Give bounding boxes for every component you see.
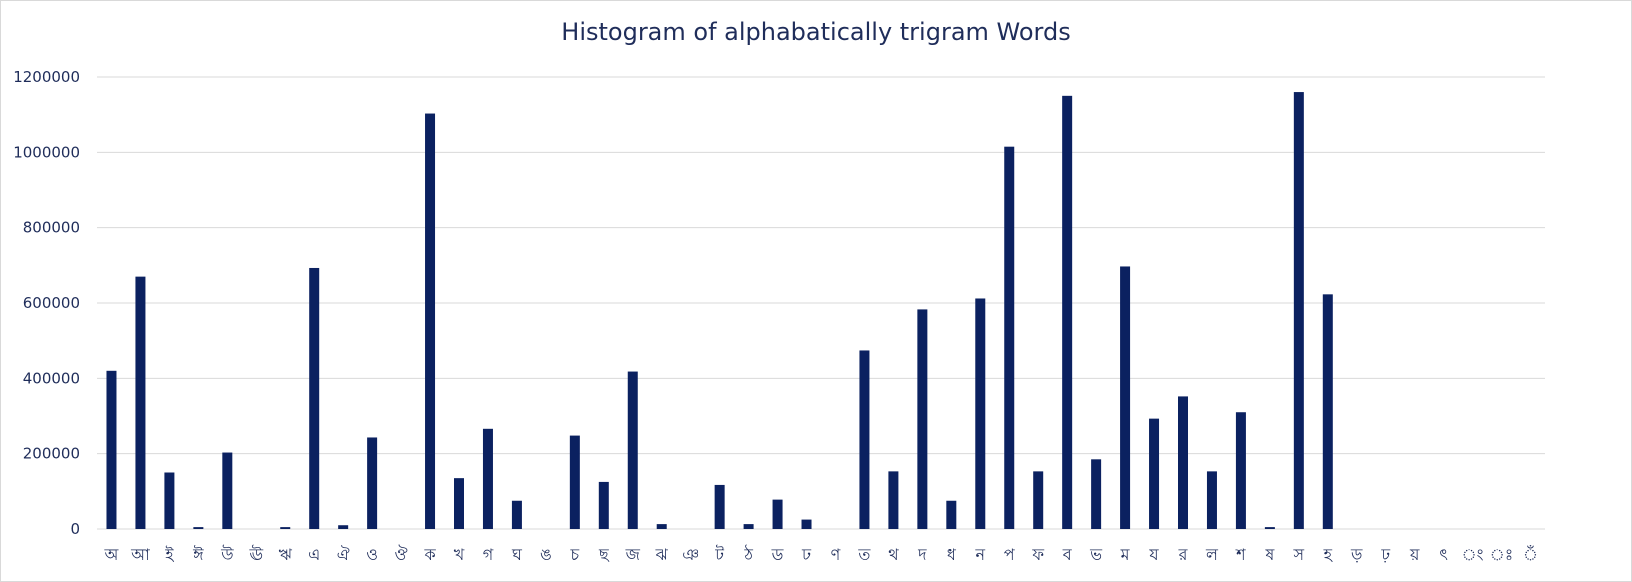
y-tick-label: 1000000	[13, 143, 80, 161]
bar	[743, 524, 754, 529]
x-tick-label: ন	[974, 545, 985, 564]
x-tick-label: ড	[771, 545, 784, 564]
x-tick-label: ঃ	[1490, 545, 1514, 564]
y-tick-label: 400000	[23, 369, 80, 387]
x-tick-label: ণ	[831, 545, 841, 564]
x-tick-label: প	[1004, 545, 1016, 564]
bar	[454, 478, 464, 529]
x-tick-label: ম	[1120, 545, 1131, 564]
y-tick-label: 800000	[23, 219, 80, 237]
x-tick-label: শ	[1235, 545, 1246, 564]
x-tick-label: হ	[1323, 545, 1334, 564]
bar	[859, 350, 870, 529]
x-tick-label: জ	[625, 545, 641, 564]
x-tick-label: ড়	[1350, 545, 1363, 564]
bar	[164, 472, 175, 529]
x-tick-label: খ	[454, 545, 465, 564]
bar	[193, 527, 204, 529]
bar	[801, 519, 812, 529]
y-tick-label: 0	[70, 520, 80, 538]
x-tick-label: এ	[308, 545, 320, 564]
x-tick-label: ষ	[1264, 545, 1275, 564]
bar	[975, 298, 986, 529]
x-tick-label: থ	[888, 545, 899, 564]
x-tick-label: ঋ	[279, 545, 293, 564]
x-tick-label: ং	[1462, 545, 1484, 564]
x-tick-label: ঝ	[655, 545, 669, 564]
x-tick-label: ভ	[1089, 545, 1103, 564]
bar	[714, 484, 725, 529]
bar	[888, 471, 899, 529]
bar	[569, 435, 580, 529]
bar	[656, 524, 667, 529]
x-tick-label: চ	[570, 545, 580, 564]
x-tick-label: স	[1293, 545, 1305, 564]
bar	[338, 525, 349, 529]
y-tick-label: 1200000	[13, 68, 80, 86]
bar	[1062, 95, 1073, 529]
bar	[222, 452, 233, 529]
x-tick-label: ঈ	[192, 545, 204, 564]
bar	[946, 500, 957, 529]
y-tick-label: 600000	[23, 294, 80, 312]
bar	[1322, 294, 1333, 529]
bar	[772, 499, 783, 529]
bar	[367, 437, 378, 529]
x-tick-label: আ	[130, 545, 150, 564]
bar	[1149, 418, 1160, 529]
bar	[1033, 471, 1044, 529]
x-tick-label: ল	[1205, 545, 1219, 564]
x-tick-label: ঢ	[801, 545, 812, 564]
bar	[106, 370, 117, 529]
bar	[917, 309, 928, 529]
x-tick-label: ট	[714, 545, 724, 564]
x-tick-label: উ	[220, 545, 234, 564]
x-tick-label: ঙ	[540, 545, 552, 564]
x-tick-label: ছ	[598, 545, 610, 564]
x-tick-label: ঐ	[337, 545, 350, 564]
bar	[1293, 92, 1304, 530]
x-tick-label: ও	[366, 545, 378, 564]
x-tick-label: ফ	[1031, 545, 1044, 564]
bar	[1264, 527, 1275, 529]
x-tick-label: ঔ	[395, 545, 408, 564]
x-tick-label: ধ	[947, 545, 957, 564]
bar	[598, 481, 609, 529]
x-tick-label: র	[1178, 545, 1189, 564]
chart-title: Histogram of alphabatically trigram Word…	[561, 18, 1071, 46]
x-tick-label: দ	[917, 545, 927, 564]
bar	[482, 428, 493, 529]
bar	[1206, 471, 1217, 529]
x-tick-label: ঠ	[743, 545, 753, 564]
x-tick-label: ঊ	[248, 545, 263, 564]
x-tick-label: ত	[857, 545, 871, 564]
bar	[627, 371, 638, 529]
bar	[425, 113, 436, 529]
x-tick-label: অ	[104, 545, 120, 564]
x-tick-label: ঘ	[511, 545, 523, 564]
x-tick-label: ঞ	[682, 545, 699, 564]
bar	[1091, 459, 1102, 529]
x-tick-label: ৎ	[1439, 545, 1448, 564]
bar	[1235, 412, 1246, 529]
x-tick-label: গ	[483, 545, 494, 564]
x-tick-label: য	[1148, 545, 1159, 564]
bar	[280, 527, 291, 529]
x-tick-label: ক	[423, 545, 436, 564]
x-tick-label: ঢ়	[1380, 545, 1390, 564]
bar	[309, 267, 320, 529]
bar	[135, 276, 146, 529]
bar	[1120, 266, 1131, 529]
bar	[1004, 146, 1015, 529]
x-tick-label: ই	[164, 545, 174, 564]
bar	[1178, 396, 1188, 529]
x-tick-label: য়	[1409, 545, 1420, 564]
y-tick-label: 200000	[23, 445, 80, 463]
x-tick-label: ঁ	[1523, 545, 1538, 564]
x-tick-label: ব	[1062, 545, 1073, 564]
bar	[511, 500, 522, 529]
